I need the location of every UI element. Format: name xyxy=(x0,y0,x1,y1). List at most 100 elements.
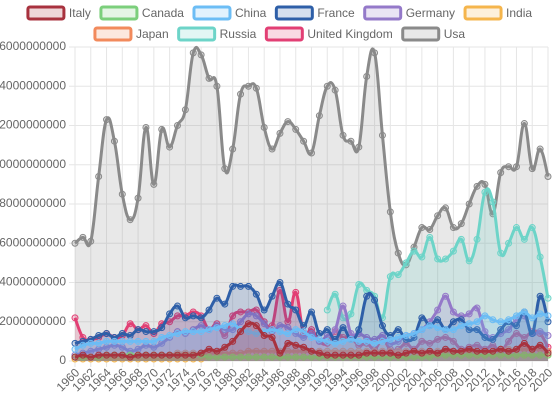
data-point xyxy=(378,337,386,345)
legend-item[interactable]: Usa xyxy=(401,26,466,42)
data-point xyxy=(418,349,426,357)
data-point xyxy=(497,345,505,353)
series-line xyxy=(74,321,550,359)
series xyxy=(71,308,552,361)
data-point xyxy=(213,294,221,302)
series-line xyxy=(74,280,550,345)
legend-label: Germany xyxy=(406,6,455,20)
data-point xyxy=(363,349,371,357)
data-point xyxy=(126,331,134,339)
data-point xyxy=(315,112,323,120)
data-point xyxy=(308,347,315,355)
data-point xyxy=(134,351,142,359)
data-point xyxy=(229,312,237,320)
data-point xyxy=(489,347,497,355)
data-point xyxy=(197,328,205,336)
data-point xyxy=(528,165,536,173)
area-fill xyxy=(75,296,548,361)
y-tick-label: 0 xyxy=(59,353,66,367)
y-tick-label: 16000000000 xyxy=(0,39,66,53)
data-point xyxy=(449,347,457,355)
data-point xyxy=(449,318,457,326)
data-point xyxy=(166,143,174,151)
legend-item[interactable]: China xyxy=(192,5,267,21)
data-point xyxy=(173,330,181,338)
legend-label: India xyxy=(506,6,532,20)
data-point xyxy=(110,337,118,345)
data-point xyxy=(402,331,410,339)
legend-item[interactable]: Germany xyxy=(363,5,455,21)
data-point xyxy=(473,347,481,355)
data-point xyxy=(512,330,520,338)
data-point xyxy=(197,349,205,357)
data-point xyxy=(426,339,434,347)
data-point xyxy=(221,343,229,351)
data-point xyxy=(103,337,111,345)
data-point xyxy=(284,330,292,338)
data-point xyxy=(237,282,245,290)
legend-label: China xyxy=(235,6,267,20)
data-point xyxy=(544,173,552,181)
data-point xyxy=(536,341,544,349)
data-point xyxy=(95,339,103,347)
legend-item[interactable]: Italy xyxy=(26,5,91,21)
legend-item[interactable]: Japan xyxy=(93,26,169,42)
data-point xyxy=(347,310,355,318)
legend-label: United Kingdom xyxy=(307,27,392,41)
data-point xyxy=(268,292,276,300)
data-point xyxy=(166,310,174,318)
data-point xyxy=(118,190,126,198)
y-tick-label: 2000000000 xyxy=(0,314,66,328)
data-point xyxy=(386,335,394,343)
data-point xyxy=(363,292,371,300)
data-point xyxy=(481,333,489,341)
legend-item[interactable]: Canada xyxy=(99,5,184,21)
legend-item[interactable]: Russia xyxy=(177,26,257,42)
data-point xyxy=(434,306,442,314)
area-fill xyxy=(75,282,548,361)
data-point xyxy=(252,290,260,298)
data-point xyxy=(536,351,544,359)
legend-item[interactable]: France xyxy=(274,5,355,21)
data-point xyxy=(347,351,355,359)
data-point xyxy=(386,273,394,281)
area-fill xyxy=(75,311,548,361)
data-point xyxy=(158,351,166,359)
data-point xyxy=(292,341,300,349)
legend-swatch xyxy=(264,26,304,42)
legend-label: Usa xyxy=(444,27,466,41)
data-point xyxy=(142,322,150,330)
data-point xyxy=(308,308,315,316)
data-point xyxy=(260,320,268,328)
area-fill xyxy=(75,47,548,362)
data-point xyxy=(252,312,260,320)
data-point xyxy=(221,165,229,173)
data-point xyxy=(473,235,481,243)
data-point xyxy=(355,143,363,151)
data-point xyxy=(189,328,197,336)
data-point xyxy=(489,335,497,343)
data-point xyxy=(363,337,371,345)
data-point xyxy=(426,322,434,330)
data-point xyxy=(505,326,513,334)
series xyxy=(71,320,552,361)
data-point xyxy=(126,337,134,345)
data-point xyxy=(331,86,339,94)
data-point xyxy=(213,82,221,90)
data-point xyxy=(544,349,552,357)
data-point xyxy=(300,322,308,330)
data-point xyxy=(150,180,158,188)
data-point xyxy=(473,326,481,334)
series-line xyxy=(74,45,550,267)
series-line xyxy=(74,310,549,351)
legend-item[interactable]: United Kingdom xyxy=(264,26,393,42)
data-point xyxy=(544,331,552,339)
data-point xyxy=(292,288,300,296)
legend-item[interactable]: India xyxy=(463,5,532,21)
data-point xyxy=(505,347,513,355)
data-point xyxy=(426,226,434,234)
data-point xyxy=(418,314,426,322)
data-point xyxy=(434,324,442,332)
data-point xyxy=(449,224,457,232)
data-point xyxy=(237,308,245,316)
